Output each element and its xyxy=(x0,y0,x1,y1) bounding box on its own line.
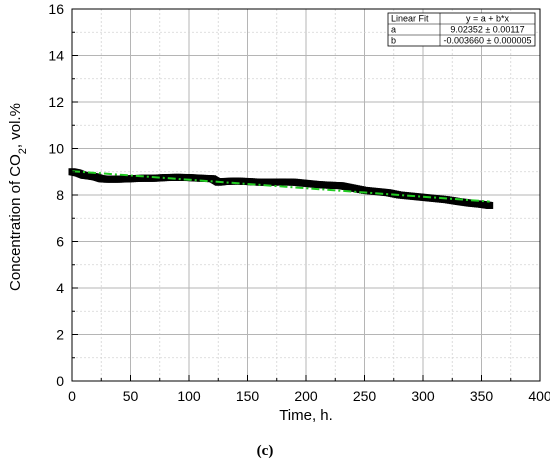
axis-ticks: 0 50 100 150 200 250 300 350 400 0 2 4 6 8 10 12 14 16 xyxy=(48,1,550,404)
y-tick-label: 16 xyxy=(48,1,64,17)
y-axis-title-tail: , vol.% xyxy=(7,103,24,148)
fit-line xyxy=(71,170,490,203)
x-tick-label: 100 xyxy=(177,388,201,404)
fit-table-cell: b xyxy=(391,36,396,46)
y-axis-title-main: Concentration of CO xyxy=(7,154,24,291)
fit-table-box xyxy=(387,12,536,47)
x-tick-label: 350 xyxy=(470,388,494,404)
data-point xyxy=(486,201,494,209)
y-tick-label: 0 xyxy=(56,373,64,389)
y-tick-label: 6 xyxy=(56,234,64,250)
y-tick-label: 14 xyxy=(48,48,64,64)
linear-fit-line xyxy=(71,170,490,203)
fit-table-cell: 9.02352 ± 0.00117 xyxy=(450,25,524,35)
fit-table: Linear Fit y = a + b*x a 9.02352 ± 0.00117 b… xyxy=(387,12,536,47)
y-tick-label: 10 xyxy=(48,141,64,157)
fit-table-cell: Linear Fit xyxy=(391,14,429,24)
y-tick-label: 12 xyxy=(48,94,64,110)
y-tick-label: 8 xyxy=(56,187,64,203)
fit-table-cell: a xyxy=(391,25,396,35)
y-tick-label: 4 xyxy=(56,280,64,296)
x-tick-label: 150 xyxy=(236,388,260,404)
y-tick-label: 2 xyxy=(56,327,64,343)
panel-label: (c) xyxy=(257,443,274,459)
x-tick-label: 400 xyxy=(528,388,550,404)
y-axis-title: Concentration of CO2, vol.% xyxy=(7,103,29,291)
x-tick-label: 50 xyxy=(123,388,139,404)
fit-table-cell: y = a + b*x xyxy=(466,14,510,24)
data-series xyxy=(68,168,494,209)
x-tick-label: 200 xyxy=(294,388,318,404)
grid xyxy=(72,9,540,381)
fit-table-cell: -0.003660 ± 0.000005 xyxy=(443,36,531,46)
y-axis-title-subscript: 2 xyxy=(17,148,29,154)
x-tick-label: 250 xyxy=(353,388,377,404)
x-axis-title: Time, h. xyxy=(279,407,333,424)
x-tick-label: 300 xyxy=(411,388,435,404)
x-tick-label: 0 xyxy=(68,388,76,404)
